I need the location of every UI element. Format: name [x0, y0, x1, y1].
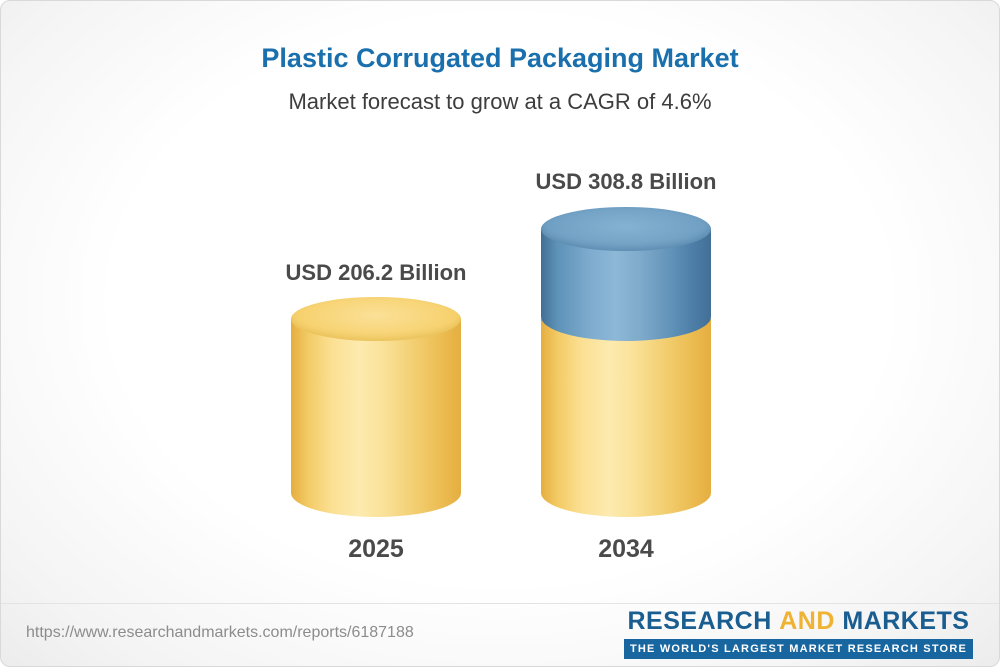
cylinder-body-2025: [291, 319, 461, 517]
brand-word-and: AND: [779, 607, 835, 635]
year-label-2025: 2025: [348, 535, 404, 563]
brand-wordmark: RESEARCH AND MARKETS: [624, 607, 973, 636]
year-label-2034: 2034: [598, 535, 654, 563]
cylinder-top-2034: [541, 207, 711, 251]
page-title: Plastic Corrugated Packaging Market: [261, 43, 739, 73]
brand-word-research: RESEARCH: [627, 607, 772, 635]
footer-divider: [1, 603, 999, 604]
brand-word-markets: MARKETS: [842, 607, 970, 635]
value-label-2034: USD 308.8 Billion: [535, 169, 717, 194]
page-subtitle: Market forecast to grow at a CAGR of 4.6…: [288, 89, 712, 114]
brand-logo: RESEARCH AND MARKETS THE WORLD'S LARGEST…: [623, 607, 973, 659]
report-url-link[interactable]: https://www.researchandmarkets.com/repor…: [26, 624, 414, 641]
cylinder-body-2034-base: [541, 319, 711, 517]
value-label-2025: USD 206.2 Billion: [285, 260, 467, 285]
brand-tagline: THE WORLD'S LARGEST MARKET RESEARCH STOR…: [623, 639, 973, 659]
cylinder-top-2025: [291, 297, 461, 341]
